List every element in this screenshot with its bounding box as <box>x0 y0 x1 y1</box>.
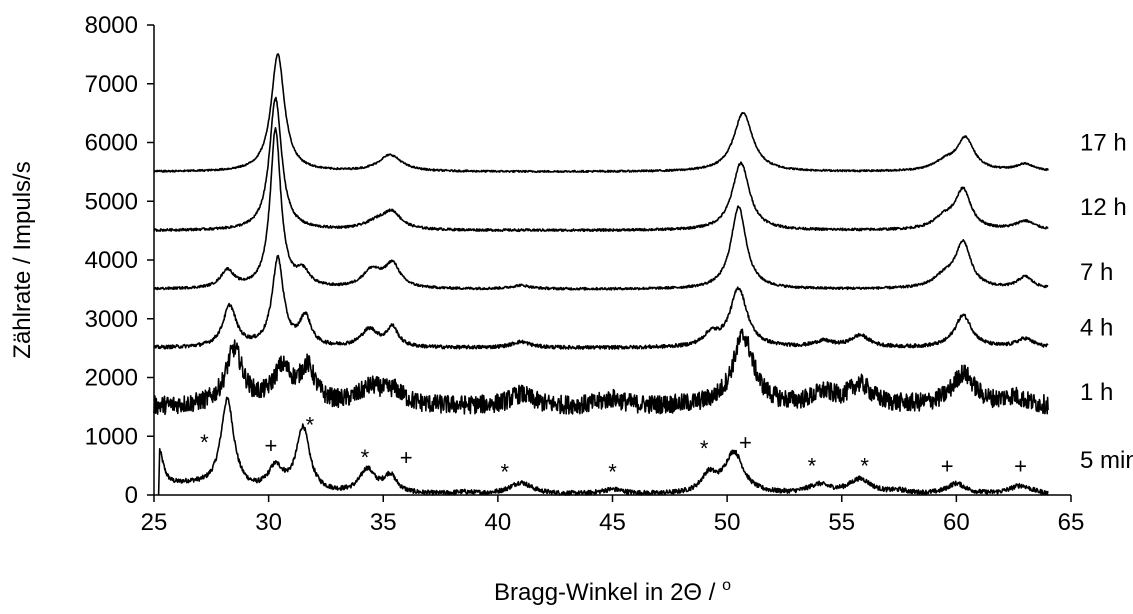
series-label: 12 h <box>1080 194 1127 221</box>
series-label: 17 h <box>1080 130 1127 157</box>
series-trace <box>153 53 1049 173</box>
peak-marker: * <box>306 413 315 438</box>
peak-marker: * <box>808 454 817 479</box>
peak-marker: * <box>500 460 509 485</box>
peak-marker: * <box>608 460 617 485</box>
peak-marker: + <box>400 445 413 470</box>
y-tick-label: 2000 <box>85 365 138 392</box>
series-trace <box>153 328 1049 416</box>
peak-marker: + <box>739 430 752 455</box>
axes: 25 30 35 40 45 50 55 60 65 0 1000 2000 3000 4000 5000… <box>85 12 1085 536</box>
series-labels: 5 min 1 h 4 h 7 h 12 h 17 h <box>1080 130 1133 474</box>
x-axis-title-superscript: o <box>722 577 731 594</box>
x-axis-title-text: Bragg-Winkel in 2Θ / <box>494 579 722 606</box>
y-tick-label: 1000 <box>85 423 138 450</box>
x-tick-label: 45 <box>599 509 626 536</box>
x-axis-title: Bragg-Winkel in 2Θ / o <box>494 577 731 606</box>
series-trace <box>153 96 1049 233</box>
peak-marker: * <box>361 445 370 470</box>
x-tick-label: 60 <box>943 509 970 536</box>
series-label: 7 h <box>1080 259 1113 286</box>
peak-marker: * <box>200 430 209 455</box>
peak-marker: + <box>264 433 277 458</box>
series-label: 5 min <box>1080 447 1133 474</box>
x-axis-ticks: 25 30 35 40 45 50 55 60 65 <box>141 495 1085 536</box>
y-tick-label: 5000 <box>85 188 138 215</box>
peak-marker: * <box>700 436 709 461</box>
peak-marker: * <box>860 454 869 479</box>
y-tick-label: 8000 <box>85 12 138 39</box>
peak-markers: * + * * + * * * + * * + + <box>200 413 1027 485</box>
series-label: 4 h <box>1080 315 1113 342</box>
peak-marker: + <box>1014 454 1027 479</box>
y-tick-label: 0 <box>125 482 138 509</box>
series-trace <box>153 127 1049 291</box>
x-tick-label: 40 <box>485 509 512 536</box>
x-tick-label: 35 <box>370 509 397 536</box>
y-tick-label: 4000 <box>85 247 138 274</box>
y-tick-label: 7000 <box>85 71 138 98</box>
series-trace <box>157 396 1049 496</box>
x-tick-label: 30 <box>255 509 282 536</box>
y-axis-ticks: 0 1000 2000 3000 4000 5000 6000 7000 8000 <box>85 12 154 509</box>
x-tick-label: 55 <box>828 509 855 536</box>
series-label: 1 h <box>1080 379 1113 406</box>
x-tick-label: 65 <box>1058 509 1085 536</box>
series-traces <box>153 53 1049 496</box>
y-tick-label: 6000 <box>85 130 138 157</box>
y-axis-title: Zählrate / Impuls/s <box>9 161 36 358</box>
y-tick-label: 3000 <box>85 306 138 333</box>
peak-marker: + <box>941 454 954 479</box>
series-trace <box>153 254 1049 350</box>
x-tick-label: 25 <box>141 509 168 536</box>
x-tick-label: 50 <box>714 509 741 536</box>
